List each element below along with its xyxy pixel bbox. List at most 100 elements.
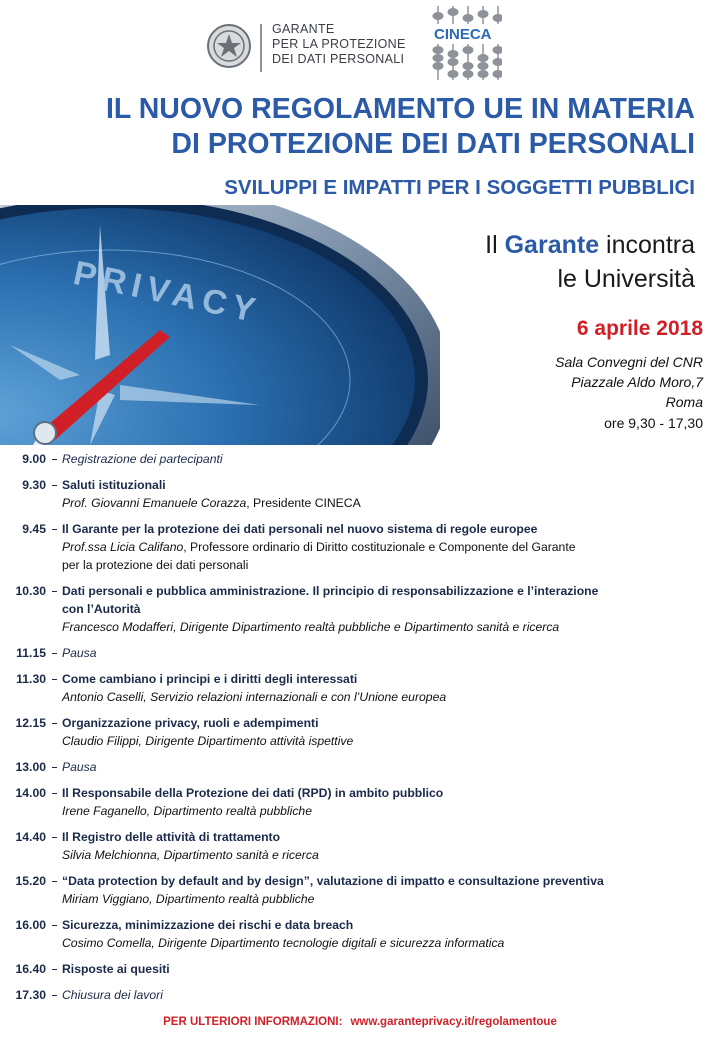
event-hours: ore 9,30 - 17,30 — [604, 415, 703, 431]
invite-text: Il — [485, 231, 498, 259]
program-title: Sicurezza, minimizzazione dei rischi e d… — [62, 918, 354, 932]
program-dash — [52, 837, 57, 838]
program-item: 9.30 Saluti istituzionali Prof. Giovanni E… — [0, 476, 720, 512]
program-speaker: Claudio Filippi, Dirigente Dipartimento … — [62, 734, 354, 748]
program-title: con l’Autorità — [62, 602, 141, 616]
program-time: 10.30 — [15, 584, 47, 598]
program-time: 14.00 — [15, 786, 47, 800]
program-time: 15.20 — [15, 874, 47, 888]
program-dash — [52, 793, 57, 794]
program: 9.00 Registrazione dei partecipanti 9.30 Sa… — [0, 450, 720, 1012]
program-title: Registrazione dei partecipanti — [62, 452, 223, 466]
program-time: 14.40 — [15, 830, 47, 844]
compass-image: PRIVACY — [0, 205, 440, 445]
program-speaker-line: Claudio Filippi, Dirigente Dipartimento … — [0, 732, 720, 750]
program-dash — [52, 459, 57, 460]
program-time: 16.40 — [15, 962, 47, 976]
program-item: 16.40 Risposte ai quesiti — [0, 960, 720, 978]
program-item: 11.15 Pausa — [0, 644, 720, 662]
logo-line: DEI DATI PERSONALI — [272, 52, 405, 66]
program-speaker-line: Francesco Modafferi, Dirigente Dipartime… — [0, 618, 720, 636]
program-speaker: Irene Faganello, Dipartimento realtà pub… — [62, 804, 312, 818]
program-item: 13.00 Pausa — [0, 758, 720, 776]
program-item: 11.30 Come cambiano i principi e i diritt… — [0, 670, 720, 706]
program-title: Saluti istituzionali — [62, 478, 166, 492]
program-speaker-line: Silvia Melchionna, Dipartimento sanità e… — [0, 846, 720, 864]
garante-emblem — [207, 24, 262, 72]
program-title: Come cambiano i principi e i diritti deg… — [62, 672, 358, 686]
program-time: 12.15 — [15, 716, 47, 730]
program-speaker-line: Prof.ssa Licia Califano, Professore ordi… — [0, 538, 720, 556]
program-speaker: Francesco Modafferi, Dirigente Dipartime… — [62, 620, 560, 634]
program-speaker: Cosimo Comella, Dirigente Dipartimento t… — [62, 936, 505, 950]
program-time: 9.45 — [22, 522, 46, 536]
invite: Il Garante incontra le Università — [485, 228, 695, 296]
invite-highlight: Garante — [504, 231, 600, 259]
footer: PER ULTERIORI INFORMAZIONI: www.garantepr… — [0, 1016, 720, 1028]
program-dash — [52, 925, 57, 926]
program-title: Il Garante per la protezione dei dati pe… — [62, 522, 538, 536]
subtitle: SVILUPPI E IMPATTI PER I SOGGETTI PUBBLI… — [224, 176, 695, 199]
program-speaker: Silvia Melchionna, Dipartimento sanità e… — [62, 848, 319, 862]
invite-text: incontra — [606, 231, 695, 259]
venue-line: Piazzale Aldo Moro,7 — [571, 374, 703, 390]
logo-line: PER LA PROTEZIONE — [272, 37, 406, 51]
program-item: 14.00 Il Responsabile della Protezione de… — [0, 784, 720, 820]
program-item: 9.45 Il Garante per la protezione dei dat… — [0, 520, 720, 574]
program-speaker-line: Antonio Caselli, Servizio relazioni inte… — [0, 688, 720, 706]
garante-logo-text: GARANTE PER LA PROTEZIONE DEI DATI PERSO… — [272, 22, 406, 67]
program-dash — [52, 653, 57, 654]
program-dash — [52, 969, 57, 970]
program-dash — [52, 723, 57, 724]
program-title: Pausa — [62, 646, 97, 660]
program-dash — [52, 679, 57, 680]
title: IL NUOVO REGOLAMENTO UE IN MATERIA DI PR… — [106, 92, 695, 162]
program-title: Pausa — [62, 760, 97, 774]
event-date: 6 aprile 2018 — [576, 317, 703, 340]
program-title: Risposte ai quesiti — [62, 962, 170, 976]
program-item: 9.00 Registrazione dei partecipanti — [0, 450, 720, 468]
program-speaker-line: Cosimo Comella, Dirigente Dipartimento t… — [0, 934, 720, 952]
program-speaker-line: Prof. Giovanni Emanuele Corazza, Preside… — [0, 494, 720, 512]
program-item: 10.30 Dati personali e pubblica amministr… — [0, 582, 720, 636]
program-speaker: Antonio Caselli, Servizio relazioni inte… — [62, 690, 447, 704]
program-dash — [52, 485, 57, 486]
program-speaker-note: per la protezione dei dati personali — [62, 558, 249, 572]
program-title: Chiusura dei lavori — [62, 988, 163, 1002]
program-title: Il Responsabile della Protezione dei dat… — [62, 786, 444, 800]
program-time: 13.00 — [15, 760, 47, 774]
program-item: 17.30 Chiusura dei lavori — [0, 986, 720, 1004]
program-speaker: Miriam Viggiano, Dipartimento realtà pub… — [62, 892, 315, 906]
venue: Sala Convegni del CNR Piazzale Aldo Moro… — [555, 352, 703, 412]
program-time: 17.30 — [15, 988, 47, 1002]
title-line: IL NUOVO REGOLAMENTO UE IN MATERIA — [105, 93, 695, 125]
program-dash — [52, 591, 57, 592]
footer-link[interactable]: www.garanteprivacy.it/regolamentoue — [350, 1016, 557, 1028]
program-time: 9.30 — [22, 478, 46, 492]
program-time: 9.00 — [22, 452, 46, 466]
title-line: DI PROTEZIONE DEI DATI PERSONALI — [171, 128, 695, 160]
program-item: 14.40 Il Registro delle attività di tratt… — [0, 828, 720, 864]
program-item: 15.20 “Data protection by default and by … — [0, 872, 720, 908]
program-time: 11.30 — [16, 672, 46, 686]
program-speaker-line: Miriam Viggiano, Dipartimento realtà pub… — [0, 890, 720, 908]
program-speaker-note: , Professore ordinario di Diritto costit… — [183, 540, 576, 554]
invite-line: le Università — [557, 265, 695, 293]
program-speaker: Prof. Giovanni Emanuele Corazza — [62, 496, 247, 510]
program-dash — [52, 881, 57, 882]
cineca-abacus — [432, 6, 502, 80]
footer-label: PER ULTERIORI INFORMAZIONI: — [163, 1016, 343, 1028]
program-title: Il Registro delle attività di trattament… — [62, 830, 281, 844]
program-title: Organizzazione privacy, ruoli e adempime… — [62, 716, 319, 730]
program-title: “Data protection by default and by desig… — [62, 874, 604, 888]
venue-line: Sala Convegni del CNR — [555, 354, 703, 370]
program-item: 12.15 Organizzazione privacy, ruoli e ade… — [0, 714, 720, 750]
program-time: 11.15 — [16, 646, 46, 660]
program-time: 16.00 — [15, 918, 47, 932]
program-dash — [52, 529, 57, 530]
program-speaker-line: Irene Faganello, Dipartimento realtà pub… — [0, 802, 720, 820]
program-dash — [52, 767, 57, 768]
venue-line: Roma — [665, 394, 703, 410]
program-dash — [52, 995, 57, 996]
